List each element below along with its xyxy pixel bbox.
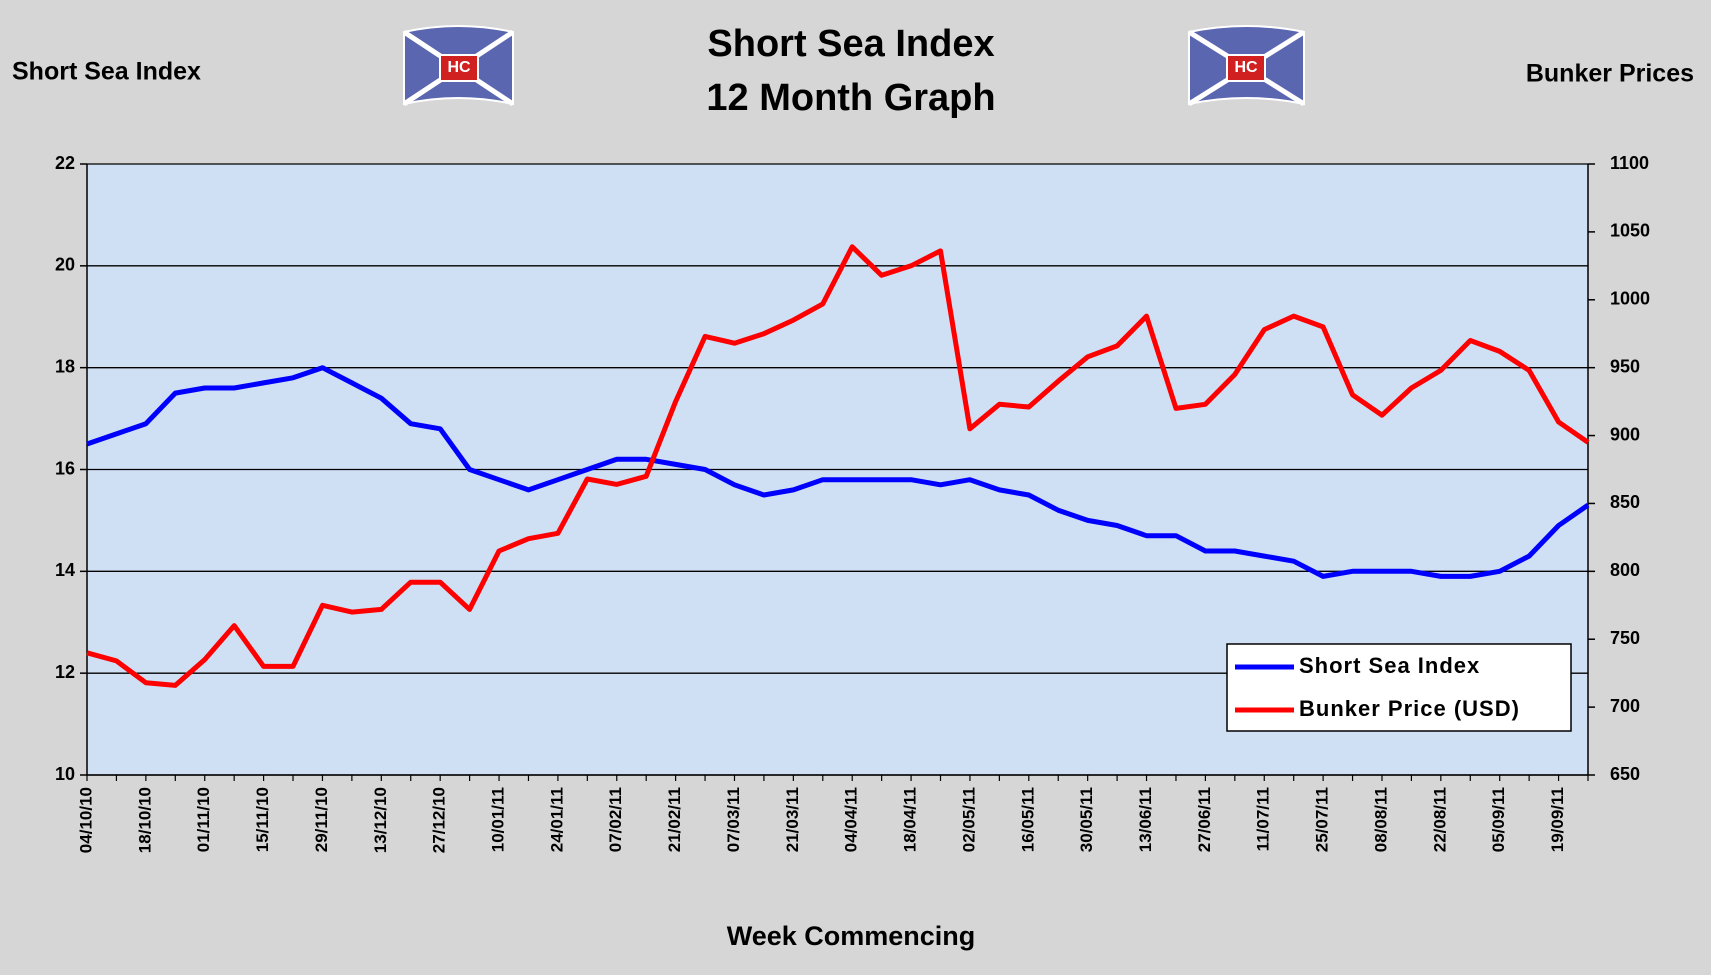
logo: HC <box>1187 25 1306 107</box>
y2-tick-label: 1000 <box>1610 289 1650 309</box>
y-tick-label: 20 <box>55 255 75 275</box>
x-tick-label: 21/02/11 <box>665 787 684 852</box>
logo: HC <box>402 25 515 107</box>
x-tick-label: 13/06/11 <box>1136 787 1155 852</box>
legend-box <box>1226 643 1572 732</box>
x-tick-label: 29/11/10 <box>312 787 331 852</box>
x-tick-label: 21/03/11 <box>783 787 802 852</box>
x-tick-label: 01/11/10 <box>194 787 213 852</box>
x-tick-label: 05/09/11 <box>1489 787 1508 852</box>
y2-tick-label: 850 <box>1610 492 1640 512</box>
y2-tick-label: 1050 <box>1610 221 1650 241</box>
x-tick-label: 08/08/11 <box>1371 787 1390 852</box>
chart-subtitle: 12 Month Graph <box>706 77 995 119</box>
y2-tick-label: 1100 <box>1610 153 1649 173</box>
x-tick-label: 07/03/11 <box>724 787 743 852</box>
x-tick-label: 22/08/11 <box>1430 787 1449 852</box>
x-tick-label: 25/07/11 <box>1313 787 1332 852</box>
x-tick-label: 15/11/10 <box>253 787 272 852</box>
y2-tick-label: 900 <box>1610 424 1640 444</box>
y-tick-label: 18 <box>55 356 75 376</box>
x-tick-label: 11/07/11 <box>1254 787 1273 851</box>
x-tick-label: 04/10/10 <box>76 787 95 853</box>
y2-tick-label: 650 <box>1610 764 1640 784</box>
y2-tick-label: 750 <box>1610 628 1640 648</box>
y-axis-label: Short Sea Index <box>12 58 201 86</box>
y2-tick-label: 950 <box>1610 356 1640 376</box>
legend-label: Short Sea Index <box>1299 653 1480 678</box>
x-tick-label: 18/04/11 <box>901 787 920 852</box>
x-tick-label: 27/06/11 <box>1195 787 1214 852</box>
x-tick-label: 07/02/11 <box>606 787 625 852</box>
y-tick-label: 16 <box>55 458 75 478</box>
y2-tick-label: 800 <box>1610 560 1640 580</box>
legend: Short Sea Index Bunker Price (USD) <box>1226 643 1572 732</box>
y-tick-label: 10 <box>55 764 75 784</box>
y-tick-label: 22 <box>55 153 75 173</box>
y-tick-label: 12 <box>55 662 75 682</box>
x-axis-label: Week Commencing <box>727 921 976 951</box>
x-tick-label: 13/12/10 <box>371 787 390 853</box>
x-tick-label: 27/12/10 <box>430 787 449 853</box>
y2-axis-label: Bunker Prices <box>1526 60 1694 88</box>
logo-text: HC <box>447 59 471 76</box>
x-tick-label: 16/05/11 <box>1018 787 1037 852</box>
logo-text: HC <box>1234 59 1258 76</box>
chart-title: Short Sea Index <box>707 23 994 65</box>
x-tick-label: 18/10/10 <box>135 787 154 853</box>
x-tick-label: 10/01/11 <box>489 787 508 852</box>
x-tick-label: 04/04/11 <box>842 787 861 852</box>
x-tick-label: 24/01/11 <box>547 787 566 852</box>
line-series <box>86 365 1590 579</box>
line-series <box>86 244 1590 688</box>
x-tick-label: 19/09/11 <box>1548 787 1567 852</box>
x-tick-label: 02/05/11 <box>959 787 978 852</box>
legend-label: Bunker Price (USD) <box>1299 696 1520 721</box>
y-tick-label: 14 <box>55 560 75 580</box>
x-tick-label: 30/05/11 <box>1077 787 1096 852</box>
y2-tick-label: 700 <box>1610 696 1640 716</box>
